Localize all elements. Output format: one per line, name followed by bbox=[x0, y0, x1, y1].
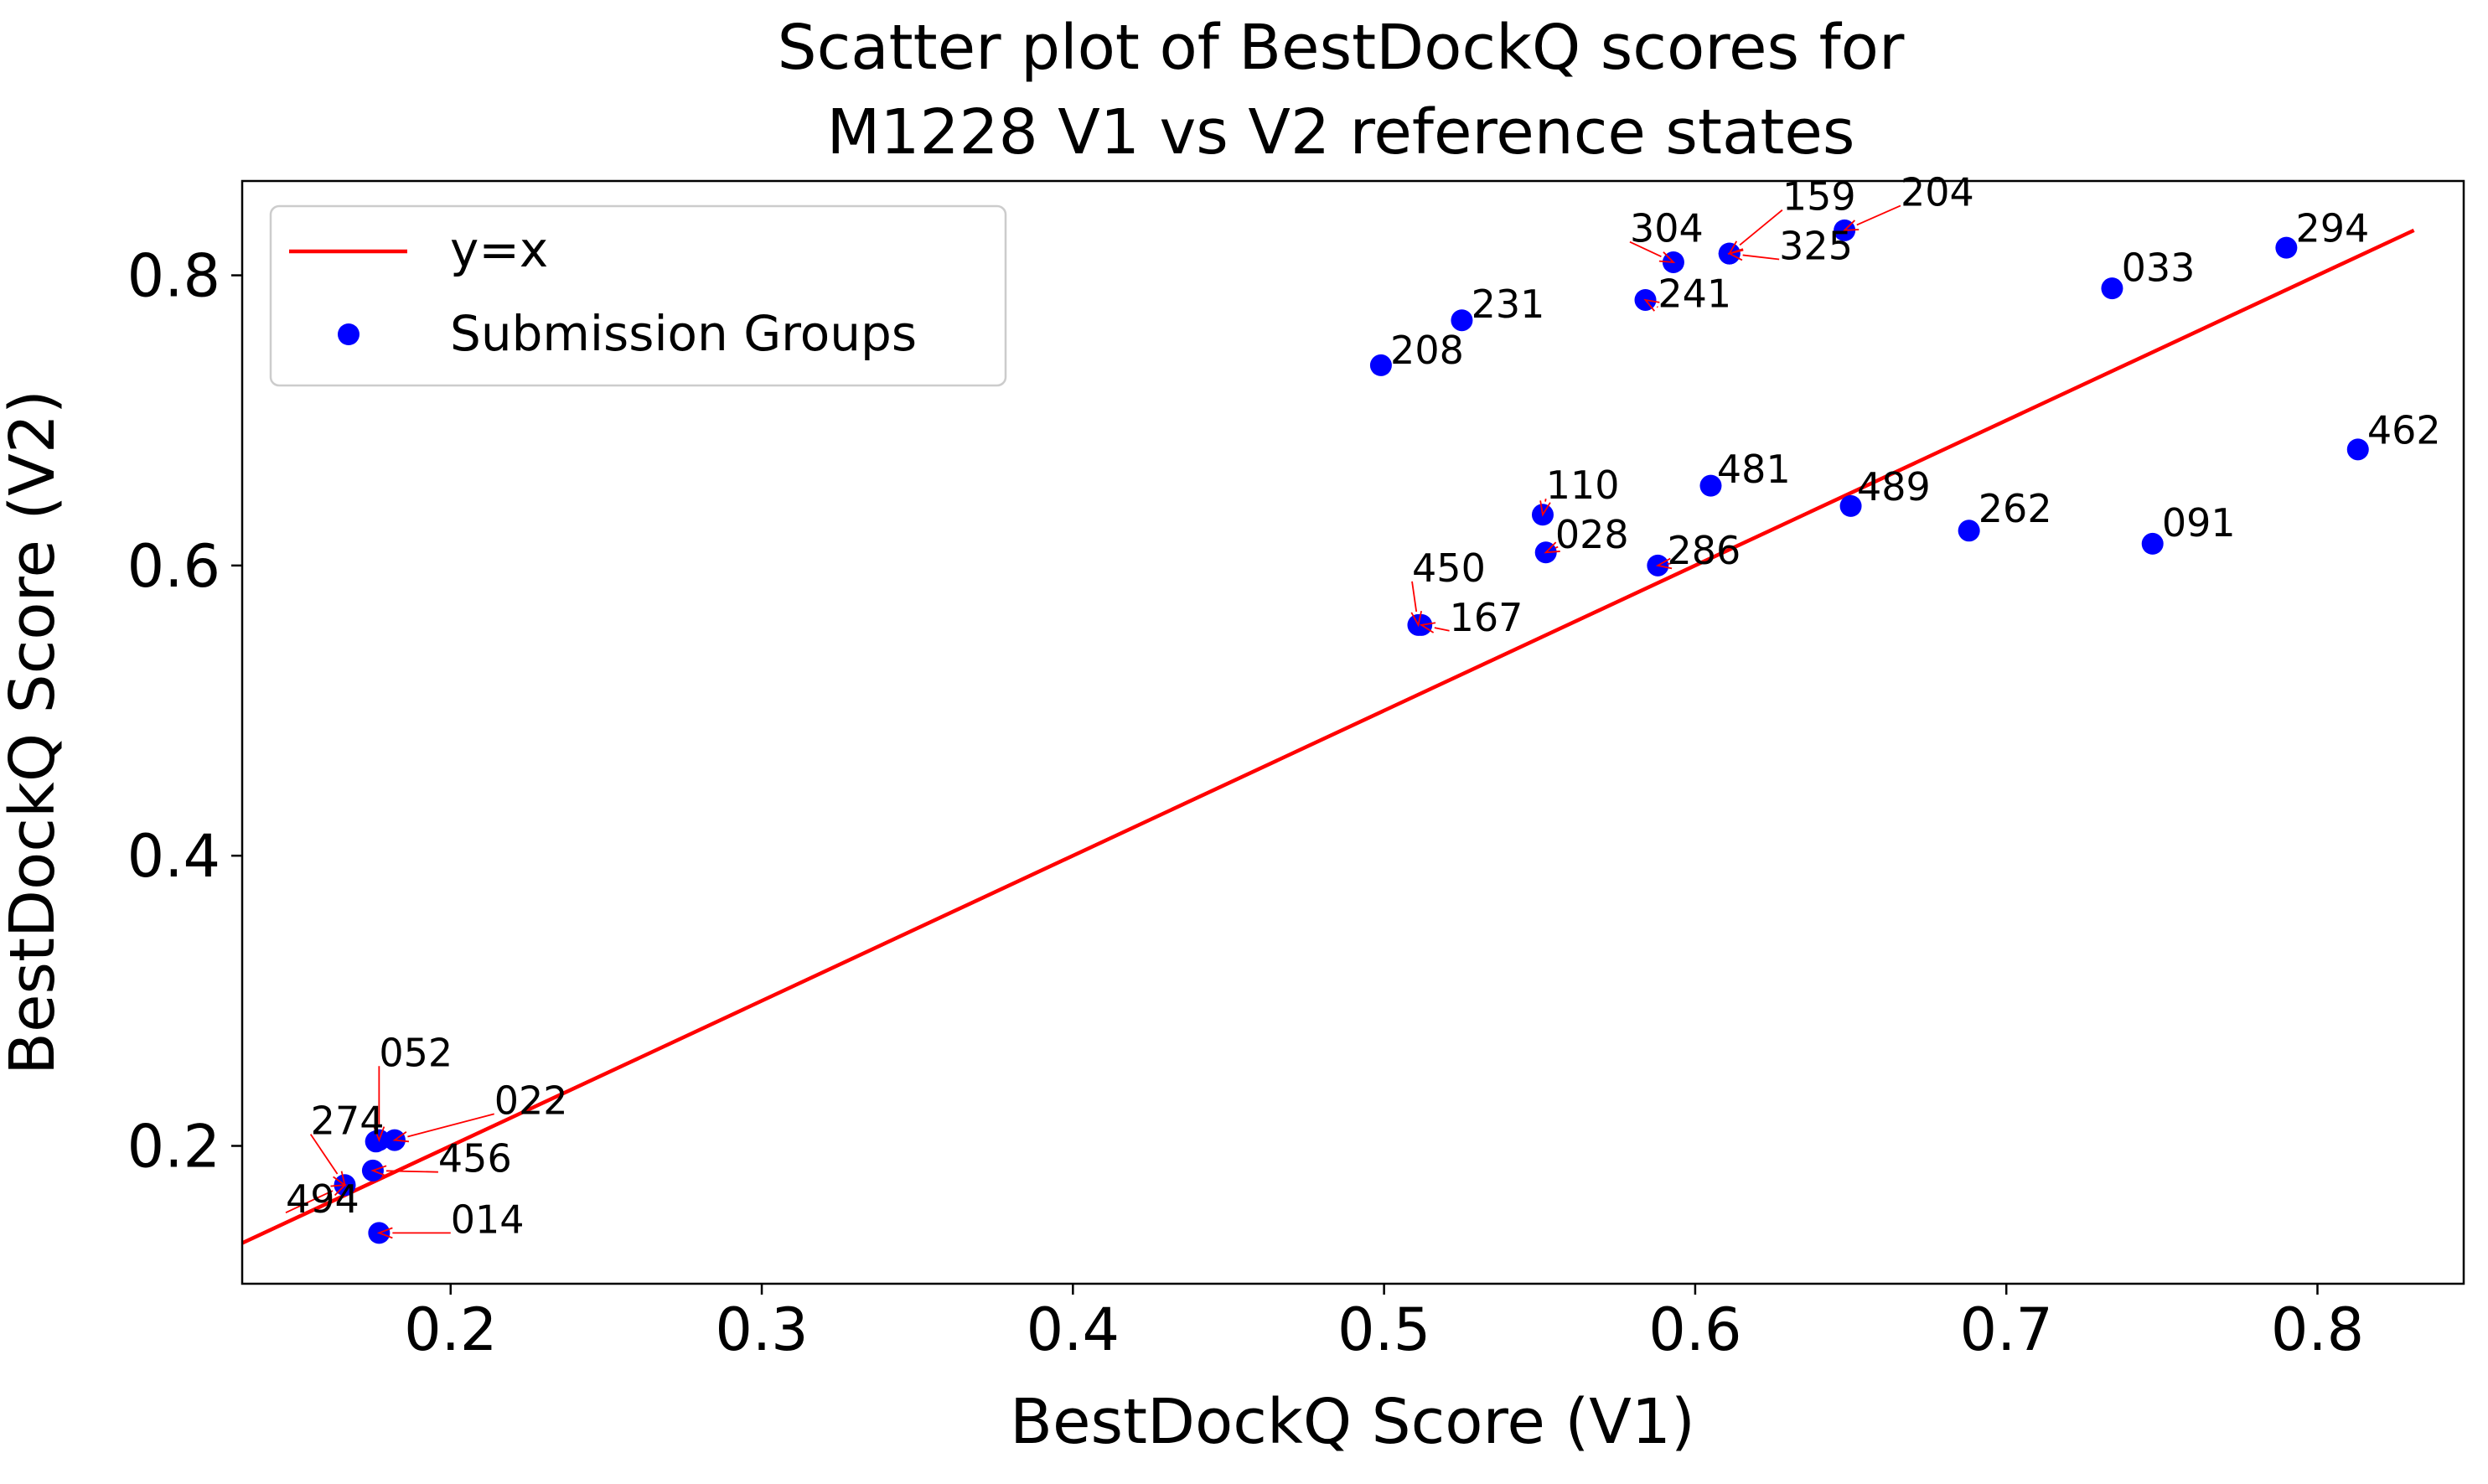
y-tick-label: 0.8 bbox=[127, 242, 220, 311]
annotation-arrowhead-028 bbox=[1544, 541, 1560, 554]
annotation-arrow-494 bbox=[285, 1190, 334, 1213]
annotation-label-286: 286 bbox=[1668, 528, 1741, 573]
chart-title-line-2: M1228 V1 vs V2 reference states bbox=[827, 96, 1855, 168]
annotation-arrow-167 bbox=[1434, 627, 1450, 632]
annotation-label-091: 091 bbox=[2162, 500, 2236, 546]
annotation-arrowhead-241 bbox=[1643, 298, 1660, 312]
annotation-arrowhead-450 bbox=[1410, 610, 1423, 628]
annotation-arrow-028 bbox=[1554, 546, 1559, 549]
data-point-033 bbox=[2101, 277, 2123, 300]
annotation-label-304: 304 bbox=[1630, 206, 1704, 251]
annotation-arrowhead-304 bbox=[1658, 251, 1676, 264]
y-tick-label: 0.2 bbox=[127, 1113, 220, 1182]
x-tick-label: 0.2 bbox=[404, 1295, 497, 1364]
annotation-label-494: 494 bbox=[286, 1176, 359, 1222]
annotation-arrowhead-494 bbox=[330, 1184, 347, 1197]
annotation-label-241: 241 bbox=[1658, 271, 1731, 317]
legend-box bbox=[269, 204, 1007, 387]
annotation-label-231: 231 bbox=[1472, 282, 1545, 327]
x-tick-label: 0.4 bbox=[1027, 1295, 1120, 1364]
annotation-arrow-274 bbox=[309, 1134, 339, 1175]
legend-marker-swatch bbox=[338, 323, 359, 345]
annotation-arrow-325 bbox=[1742, 254, 1780, 261]
data-point-481 bbox=[1699, 474, 1722, 497]
annotation-label-274: 274 bbox=[311, 1099, 385, 1144]
x-tick-label: 0.5 bbox=[1337, 1295, 1430, 1364]
data-point-262 bbox=[1958, 520, 1980, 542]
data-point-462 bbox=[2346, 438, 2369, 461]
annotation-arrowhead-286 bbox=[1655, 557, 1673, 570]
annotation-label-450: 450 bbox=[1412, 546, 1486, 591]
x-tick-label: 0.8 bbox=[2271, 1295, 2364, 1364]
data-point-489 bbox=[1839, 494, 1862, 517]
annotation-arrowhead-014 bbox=[376, 1227, 393, 1239]
legend-label-reference-line: y=x bbox=[450, 221, 548, 278]
annotation-arrow-304 bbox=[1629, 240, 1662, 258]
x-tick-label: 0.6 bbox=[1648, 1295, 1741, 1364]
annotation-label-481: 481 bbox=[1717, 447, 1791, 492]
x-tick-label: 0.3 bbox=[715, 1295, 808, 1364]
annotation-arrow-204 bbox=[1856, 204, 1901, 226]
annotation-arrowhead-456 bbox=[370, 1165, 387, 1177]
annotation-label-489: 489 bbox=[1857, 464, 1931, 509]
data-point-294 bbox=[2275, 236, 2298, 259]
data-point-091 bbox=[2141, 532, 2164, 555]
annotation-label-262: 262 bbox=[1979, 486, 2052, 531]
reference-line-y-equals-x bbox=[242, 228, 2415, 1245]
legend: y=x Submission Groups bbox=[269, 204, 1007, 387]
annotation-label-208: 208 bbox=[1390, 328, 1464, 373]
annotation-arrowhead-052 bbox=[373, 1126, 385, 1143]
annotation-label-167: 167 bbox=[1450, 595, 1523, 640]
annotation-arrowhead-110 bbox=[1539, 500, 1551, 517]
annotation-arrow-159 bbox=[1739, 209, 1783, 246]
x-axis-label: BestDockQ Score (V1) bbox=[1010, 1386, 1695, 1458]
annotation-label-033: 033 bbox=[2122, 245, 2196, 290]
annotation-label-462: 462 bbox=[2367, 407, 2441, 452]
plot-area: 0.2 0.3 0.4 0.5 0.6 0.7 0.8 0.2 0.4 0.6 0.8 014 494 4… bbox=[127, 169, 2441, 1364]
chart-title-line-1: Scatter plot of BestDockQ scores for bbox=[778, 12, 1905, 84]
annotation-arrowhead-022 bbox=[392, 1130, 410, 1143]
annotation-arrowhead-167 bbox=[1419, 622, 1436, 633]
annotation-arrow-022 bbox=[407, 1113, 494, 1138]
y-tick-label: 0.6 bbox=[127, 532, 220, 601]
annotation-arrow-241 bbox=[1656, 306, 1658, 308]
annotation-arrow-450 bbox=[1411, 581, 1418, 613]
data-point-231 bbox=[1451, 309, 1473, 332]
legend-label-submission-groups: Submission Groups bbox=[450, 305, 917, 362]
plot-frame bbox=[241, 179, 2465, 1285]
annotation-label-456: 456 bbox=[438, 1136, 512, 1182]
y-axis-label: BestDockQ Score (V2) bbox=[0, 390, 69, 1075]
annotation-arrow-286 bbox=[1667, 562, 1672, 566]
annotation-label-014: 014 bbox=[451, 1197, 525, 1242]
y-tick-label: 0.4 bbox=[127, 822, 220, 891]
annotation-label-294: 294 bbox=[2296, 206, 2370, 251]
annotation-arrow-110 bbox=[1544, 499, 1547, 502]
annotation-label-204: 204 bbox=[1901, 169, 1974, 215]
annotation-arrowhead-325 bbox=[1727, 249, 1744, 261]
annotation-label-052: 052 bbox=[379, 1030, 453, 1075]
annotation-label-110: 110 bbox=[1546, 463, 1620, 508]
annotation-label-028: 028 bbox=[1555, 512, 1629, 557]
annotation-arrowhead-274 bbox=[333, 1171, 346, 1187]
annotation-arrowhead-204 bbox=[1842, 220, 1860, 231]
data-point-208 bbox=[1369, 354, 1392, 376]
annotation-label-022: 022 bbox=[494, 1078, 568, 1123]
annotation-label-325: 325 bbox=[1779, 224, 1853, 269]
x-tick-label: 0.7 bbox=[1960, 1295, 2053, 1364]
